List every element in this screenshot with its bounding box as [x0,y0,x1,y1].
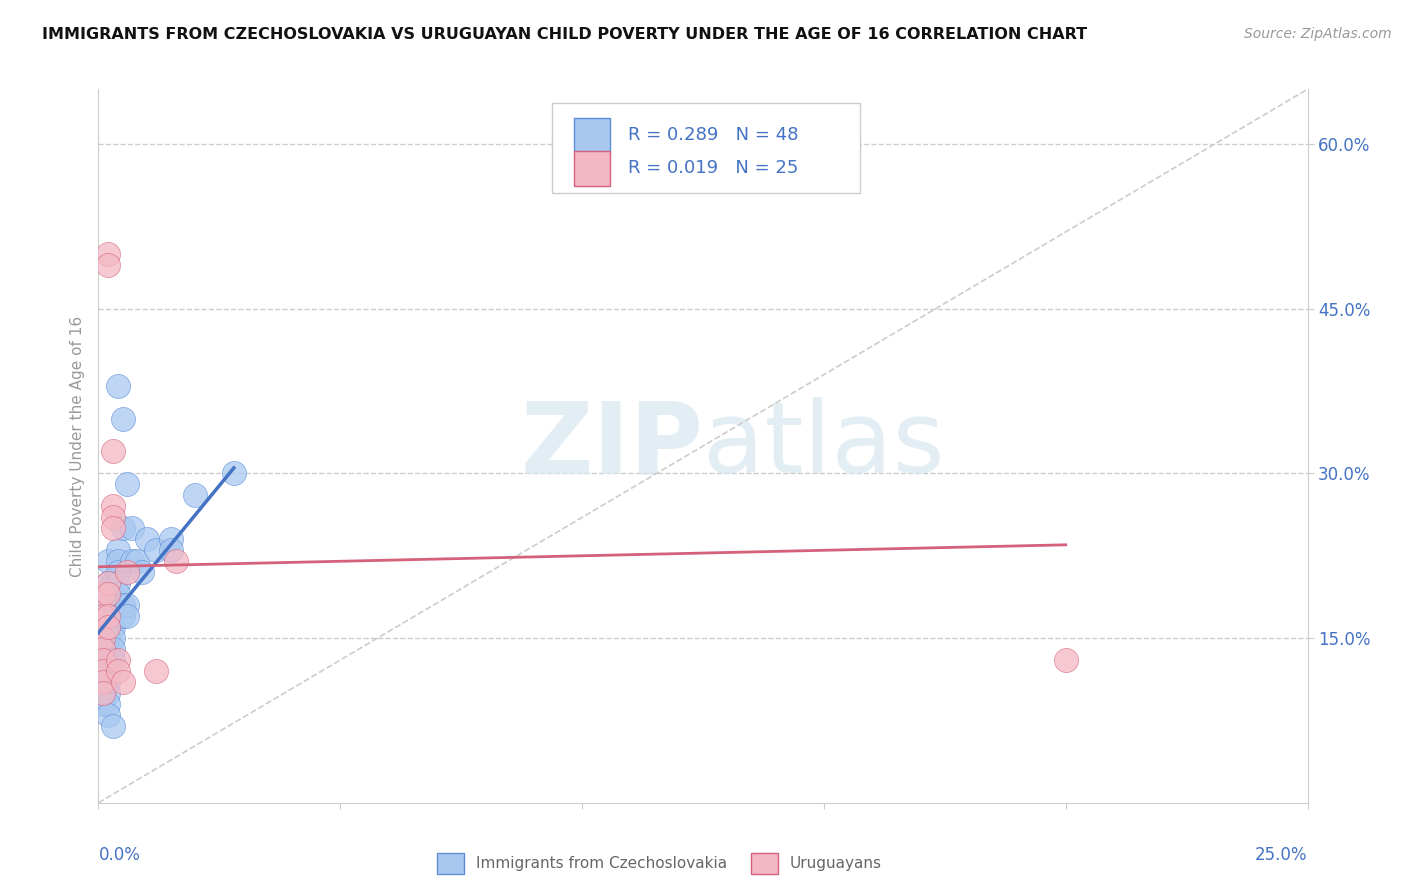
Point [91,664,114,678]
Point [91,686,114,700]
Point [97,598,120,612]
Y-axis label: Child Poverty Under the Age of 16: Child Poverty Under the Age of 16 [69,316,84,576]
Text: ZIP: ZIP [520,398,703,494]
FancyBboxPatch shape [751,853,778,874]
Point [101,719,124,733]
Point [97,620,120,634]
Point [160,533,183,547]
Point [117,566,139,580]
Point [97,554,120,568]
Point [111,609,134,624]
Point [121,554,143,568]
Point [91,587,114,601]
Point [91,664,114,678]
Point [101,631,124,645]
Point [121,521,143,535]
Point [97,258,120,272]
Point [107,664,129,678]
Point [160,543,183,558]
Text: Immigrants from Czechoslovakia: Immigrants from Czechoslovakia [475,856,727,871]
Point [101,609,124,624]
FancyBboxPatch shape [437,853,464,874]
Point [107,587,129,601]
Text: Uruguayans: Uruguayans [790,856,882,871]
Point [97,631,120,645]
Point [107,554,129,568]
Point [97,587,120,601]
Point [101,620,124,634]
Point [107,543,129,558]
Point [91,642,114,657]
Point [101,642,124,657]
Point [111,521,134,535]
Text: R = 0.289   N = 48: R = 0.289 N = 48 [628,126,799,144]
Text: 25.0%: 25.0% [1256,846,1308,863]
Point [117,609,139,624]
Point [117,598,139,612]
Point [101,576,124,591]
Point [91,686,114,700]
FancyBboxPatch shape [551,103,860,193]
Point [97,247,120,261]
Point [131,566,153,580]
FancyBboxPatch shape [574,118,610,152]
Point [184,488,207,502]
Point [97,620,120,634]
Text: 0.0%: 0.0% [98,846,141,863]
Text: Source: ZipAtlas.com: Source: ZipAtlas.com [1244,27,1392,41]
Point [107,566,129,580]
Point [145,543,167,558]
Point [97,686,120,700]
Point [97,708,120,723]
Point [91,631,114,645]
Point [111,598,134,612]
Text: IMMIGRANTS FROM CZECHOSLOVAKIA VS URUGUAYAN CHILD POVERTY UNDER THE AGE OF 16 CO: IMMIGRANTS FROM CZECHOSLOVAKIA VS URUGUA… [42,27,1087,42]
Point [97,653,120,667]
Point [117,477,139,491]
Point [97,642,120,657]
Point [107,576,129,591]
Text: R = 0.019   N = 25: R = 0.019 N = 25 [628,160,799,178]
Point [107,378,129,392]
Point [127,554,149,568]
Point [101,653,124,667]
Point [111,675,134,690]
Point [97,697,120,711]
Point [101,500,124,514]
Point [101,444,124,458]
Point [165,554,187,568]
Point [97,576,120,591]
Text: atlas: atlas [703,398,945,494]
Point [91,653,114,667]
Point [107,653,129,667]
Point [91,653,114,667]
Point [91,609,114,624]
Point [97,609,120,624]
Point [111,411,134,425]
Point [101,521,124,535]
Point [101,510,124,524]
Point [1054,653,1077,667]
Point [97,675,120,690]
Point [91,697,114,711]
Point [145,664,167,678]
Point [135,533,157,547]
FancyBboxPatch shape [574,152,610,186]
Point [222,467,245,481]
Point [97,609,120,624]
Point [101,598,124,612]
Point [91,675,114,690]
Point [97,664,120,678]
Point [97,576,120,591]
